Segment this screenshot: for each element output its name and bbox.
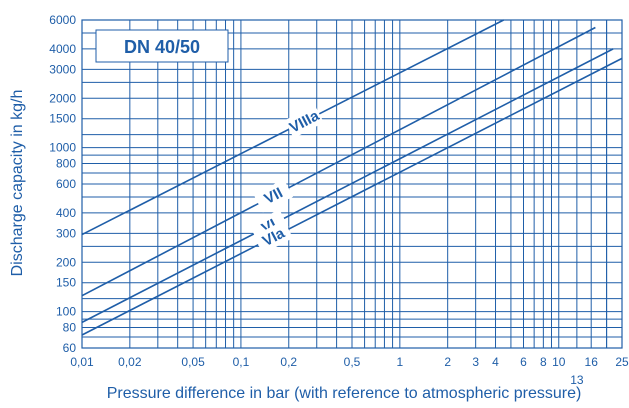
y-tick-label: 2000 <box>49 91 76 105</box>
series-label-group: VIIIa <box>284 104 324 139</box>
x-tick-label: 13 <box>570 373 584 387</box>
x-tick-label: 10 <box>552 355 566 369</box>
x-axis-title: Pressure difference in bar (with referen… <box>107 385 582 402</box>
x-tick-label: 8 <box>540 355 547 369</box>
x-tick-label: 0,1 <box>233 355 250 369</box>
series-label-group: VII <box>253 179 294 213</box>
y-tick-label: 3000 <box>49 62 76 76</box>
y-tick-label: 600 <box>56 177 76 191</box>
x-tick-label: 2 <box>444 355 451 369</box>
series-label-background <box>284 104 324 139</box>
y-tick-label: 800 <box>56 157 76 171</box>
title-box-background <box>95 29 229 63</box>
y-tick-labels: 60 80 100 150 200 300 400 600 800 1000 1500 2000 300… <box>49 13 76 355</box>
x-tick-label: 4 <box>492 355 499 369</box>
series-line-3 <box>81 48 614 324</box>
x-tick-label: 16 <box>585 355 599 369</box>
y-tick-label: 1000 <box>49 141 76 155</box>
x-tick-label: 0,05 <box>181 355 205 369</box>
y-tick-label: 80 <box>63 321 77 335</box>
y-tick-label: 60 <box>63 341 77 355</box>
y-tick-label: 150 <box>56 276 76 290</box>
x-tick-label: 0,01 <box>70 355 94 369</box>
x-tick-label: 3 <box>472 355 479 369</box>
series-line-4 <box>81 57 623 336</box>
x-tick-label: 0,2 <box>280 355 297 369</box>
series-label-2: VII <box>262 184 286 208</box>
series-label-background <box>253 179 294 213</box>
series-lines <box>81 19 623 336</box>
x-tick-label: 0,5 <box>344 355 361 369</box>
y-tick-label: 4000 <box>49 42 76 56</box>
series-line-2 <box>81 26 596 297</box>
x-tick-label: 6 <box>520 355 527 369</box>
chart-title: DN 40/50 <box>124 37 200 57</box>
y-tick-label: 400 <box>56 206 76 220</box>
x-tick-label: 25 <box>615 355 629 369</box>
x-tick-label: 0,02 <box>118 355 142 369</box>
y-tick-label: 100 <box>56 305 76 319</box>
series-label-background <box>253 220 294 254</box>
y-tick-label: 300 <box>56 226 76 240</box>
y-tick-label: 6000 <box>49 13 76 27</box>
y-axis-title: Discharge capacity in kg/h <box>9 90 26 277</box>
x-tick-label: 1 <box>396 355 403 369</box>
y-tick-label: 1500 <box>49 112 76 126</box>
y-tick-label: 200 <box>56 255 76 269</box>
chart-title-box: DN 40/50 <box>95 29 229 63</box>
